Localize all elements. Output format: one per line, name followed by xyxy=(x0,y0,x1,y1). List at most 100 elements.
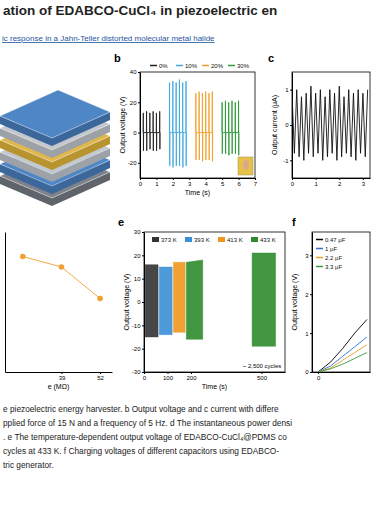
legend-swatch xyxy=(218,237,225,242)
panel-label: f xyxy=(292,216,296,228)
x-tick-label: 39 xyxy=(59,375,66,381)
legend-entry: 0.47 μF xyxy=(316,237,346,243)
plot-frame xyxy=(292,72,370,178)
y-axis: -101 xyxy=(283,73,292,179)
y-axis xyxy=(5,233,6,373)
plot-area xyxy=(143,80,239,168)
legend-label: 1 μF xyxy=(325,246,337,252)
x-tick-mark xyxy=(100,372,101,374)
legend: 373 K393 K413 K433 K xyxy=(152,237,276,243)
legend-swatch xyxy=(202,65,209,67)
x-tick: 500 xyxy=(257,372,268,381)
data-point xyxy=(20,254,26,260)
data-line xyxy=(318,345,367,372)
x-tick-label: 200 xyxy=(186,375,197,381)
data-line xyxy=(318,337,367,372)
plot-frame xyxy=(140,72,255,178)
x-tick: 0 xyxy=(139,178,143,187)
y-tick-label: 20 xyxy=(134,253,141,259)
y-tick-label: 20 xyxy=(130,100,137,106)
data-line xyxy=(169,80,186,168)
y-tick: -20 xyxy=(132,346,144,352)
y-tick-label: 10 xyxy=(134,276,141,282)
y-axis-line xyxy=(5,233,6,373)
y-tick-label: 0 xyxy=(133,130,137,136)
y-tick: 2 xyxy=(305,292,312,298)
x-tick: 1 xyxy=(314,178,318,187)
caption-line: cycles at 433 K. f Charging voltages of … xyxy=(3,446,279,456)
legend-entry: 373 K xyxy=(152,237,177,243)
data-line xyxy=(222,101,239,156)
y-axis: -30-20-100102030 xyxy=(132,229,145,375)
legend-entry: 393 K xyxy=(185,237,210,243)
x-tick-label: 3 xyxy=(362,181,366,187)
legend-swatch xyxy=(152,237,159,242)
plot-frame xyxy=(312,232,370,372)
y-axis-title: Output current (μA) xyxy=(271,95,279,155)
x-tick-label: 3 xyxy=(188,181,192,187)
plot-area xyxy=(292,86,368,160)
y-tick-label: 1 xyxy=(285,87,289,93)
caption-line: tric generator. xyxy=(3,460,54,470)
legend-swatch xyxy=(251,237,258,242)
x-tick-label: 100 xyxy=(163,375,174,381)
y-axis-title: Output voltage (V) xyxy=(291,274,299,331)
device-schematic xyxy=(0,90,110,206)
legend: 0%10%20%30% xyxy=(150,63,250,69)
panel-label: b xyxy=(114,52,121,64)
y-tick: 0 xyxy=(305,369,312,375)
legend-label: 373 K xyxy=(161,237,177,243)
x-tick: 6 xyxy=(237,178,241,187)
plot-area xyxy=(145,253,275,346)
y-axis-title: Output voltage (V) xyxy=(123,274,131,331)
x-tick: 200 xyxy=(186,372,197,381)
caption-line: . e The temperature-dependent output vol… xyxy=(3,432,287,442)
panel-label: c xyxy=(268,52,274,64)
x-tick-label: 5 xyxy=(221,181,225,187)
legend-swatch xyxy=(150,65,157,67)
x-tick-label: 0 xyxy=(143,375,147,381)
y-tick: 0 xyxy=(137,299,144,305)
x-tick-label: 7 xyxy=(254,181,258,187)
y-tick: -30 xyxy=(132,369,144,375)
y-tick-label: -1 xyxy=(283,158,289,164)
x-axis: 0 xyxy=(313,372,371,381)
legend-entry: 10% xyxy=(176,63,198,69)
data-line xyxy=(318,353,367,372)
voltage-band xyxy=(145,265,158,337)
y-tick: 20 xyxy=(134,253,144,259)
data-point xyxy=(59,264,65,270)
legend-label: 20% xyxy=(211,63,224,69)
x-tick-mark xyxy=(61,372,62,374)
x-tick: 39 xyxy=(59,372,66,381)
inset-photo xyxy=(238,157,253,175)
chart: 0100200500-30-20-100102030373 K393 K413 … xyxy=(118,216,286,391)
x-tick: 52 xyxy=(97,372,104,381)
x-tick-label: 500 xyxy=(257,375,268,381)
legend: 0.47 μF1 μF2.2 μF3.3 μF xyxy=(316,237,346,270)
legend-entry: 0% xyxy=(150,63,168,69)
y-tick-label: 0 xyxy=(137,299,141,305)
data-line xyxy=(196,92,213,162)
y-tick-label: 0 xyxy=(305,369,309,375)
x-tick-label: 4 xyxy=(205,181,209,187)
x-tick: 3 xyxy=(362,178,366,187)
x-tick: 0 xyxy=(317,372,321,381)
plot-frame xyxy=(144,232,285,372)
plot-area xyxy=(20,254,103,302)
annotation: ~ 2,500 cycles xyxy=(243,363,282,369)
x-tick: 2 xyxy=(338,178,342,187)
legend-label: 433 K xyxy=(260,237,276,243)
data-point xyxy=(97,296,103,302)
voltage-band xyxy=(186,253,275,346)
x-tick: 5 xyxy=(221,178,225,187)
legend-label: 10% xyxy=(185,63,198,69)
legend-swatch xyxy=(228,65,235,67)
header-title: ation of EDABCO-CuCl₄ in piezoelectric e… xyxy=(3,3,277,18)
chart: 3952e (MΩ) xyxy=(6,233,113,392)
x-tick: 3 xyxy=(188,178,192,187)
y-tick: 40 xyxy=(130,69,140,75)
y-tick: 1 xyxy=(305,331,312,337)
x-axis: 01234567 xyxy=(139,178,258,187)
y-tick-label: -20 xyxy=(128,160,137,166)
